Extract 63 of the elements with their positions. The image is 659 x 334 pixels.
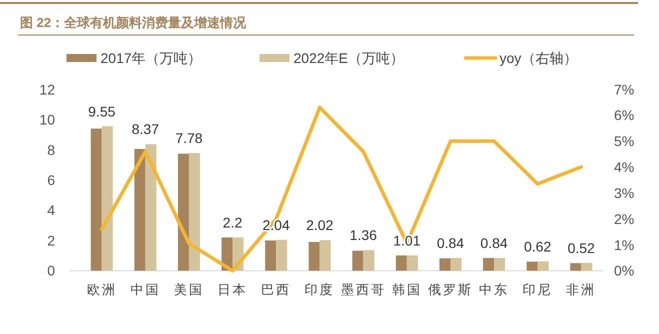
bar: [526, 262, 538, 271]
x-tick-label: 俄罗斯: [428, 282, 473, 297]
x-tick-label: 印尼: [522, 282, 553, 297]
bar: [308, 242, 320, 271]
bar: [102, 126, 113, 271]
y2-tick-label: 1%: [614, 236, 634, 253]
bar: [265, 240, 276, 271]
data-label: 8.37: [132, 121, 160, 138]
y-tick-label: 8: [47, 142, 56, 158]
y-tick-label: 2: [47, 232, 56, 248]
bar: [450, 258, 462, 271]
bar: [90, 128, 102, 271]
x-tick-label: 中国: [130, 282, 160, 297]
bar: [188, 153, 200, 271]
bar: [320, 240, 331, 271]
bar: [352, 250, 364, 271]
data-label: 0.62: [524, 238, 552, 254]
data-label: 7.78: [175, 130, 203, 146]
data-label: 1.36: [350, 227, 378, 244]
data-label: 0.52: [568, 240, 596, 256]
x-tick-label: 韩国: [392, 282, 422, 297]
bar: [494, 258, 506, 271]
y2-tick-label: 5%: [614, 133, 634, 150]
data-label: 2.2: [222, 214, 242, 230]
x-tick-label: 非洲: [566, 282, 596, 297]
y-tick-label: 6: [47, 172, 56, 188]
y2-tick-label: 2%: [614, 210, 634, 227]
y2-tick-label: 3%: [614, 184, 634, 201]
bar: [134, 149, 146, 271]
bar: [439, 258, 450, 271]
bar: [483, 258, 494, 271]
legend-label: 2022年E（万吨）: [294, 50, 404, 66]
x-tick-label: 巴西: [261, 282, 292, 297]
bar: [276, 240, 288, 271]
y-tick-label: 0: [47, 262, 56, 279]
data-label: 9.55: [88, 103, 116, 120]
bar: [406, 255, 418, 271]
y2-tick-label: 7%: [614, 81, 634, 98]
x-tick-label: 墨西哥: [340, 282, 386, 297]
data-label: 2.02: [306, 217, 334, 234]
bar: [363, 250, 374, 271]
x-tick-label: 美国: [174, 282, 204, 297]
y2-tick-label: 6%: [614, 107, 634, 124]
bar: [145, 144, 156, 271]
chart-title: 图 22：全球有机颜料消费量及增速情况: [20, 15, 248, 30]
x-tick-label: 中东: [479, 282, 510, 297]
x-tick-label: 印度: [304, 282, 335, 297]
y-tick-label: 12: [39, 81, 56, 98]
y2-tick-label: 4%: [614, 159, 634, 176]
y-tick-label: 4: [47, 202, 56, 218]
y2-tick-label: 0%: [614, 262, 634, 279]
x-tick-label: 日本: [218, 282, 248, 297]
bar: [581, 262, 592, 271]
y-tick-label: 10: [39, 112, 56, 128]
data-label: 0.84: [436, 235, 464, 251]
legend-label: 2017年（万吨）: [100, 50, 202, 66]
data-label: 0.84: [480, 235, 508, 251]
bar: [178, 154, 189, 271]
bar: [396, 255, 407, 271]
bar: [570, 263, 582, 271]
legend-label: yoy（右轴）: [500, 50, 578, 66]
x-tick-label: 欧洲: [86, 282, 117, 297]
bar: [538, 261, 549, 271]
